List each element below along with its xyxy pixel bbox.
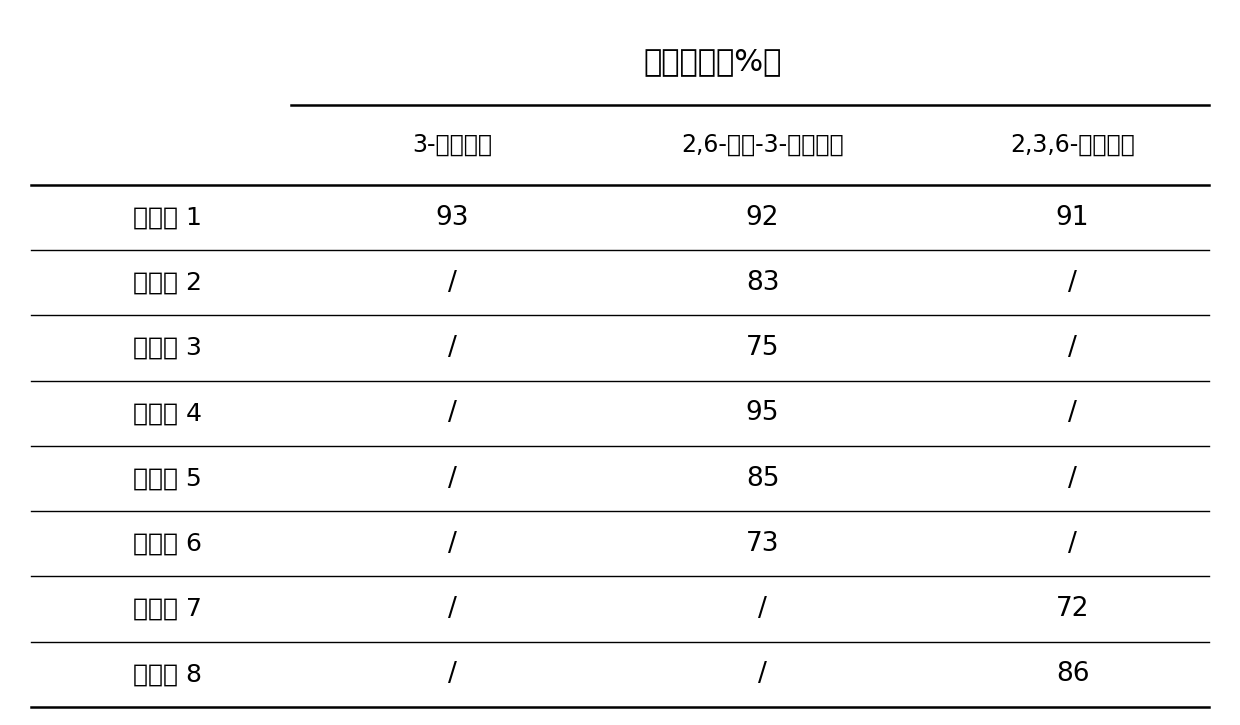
Text: 72: 72 (1055, 596, 1090, 622)
Text: 实施例 8: 实施例 8 (133, 662, 202, 687)
Text: 实施例 1: 实施例 1 (133, 205, 202, 230)
Text: 95: 95 (745, 400, 780, 426)
Text: 3-氨基吡啶: 3-氨基吡啶 (413, 133, 492, 157)
Text: /: / (448, 596, 458, 622)
Text: 实施例 7: 实施例 7 (133, 597, 202, 621)
Text: 86: 86 (1055, 661, 1090, 687)
Text: 93: 93 (435, 204, 470, 231)
Text: /: / (1068, 465, 1078, 492)
Text: 实施例 4: 实施例 4 (133, 401, 202, 426)
Text: /: / (1068, 531, 1078, 557)
Text: 2,3,6-三氯吡啶: 2,3,6-三氯吡啶 (1011, 133, 1135, 157)
Text: /: / (448, 400, 458, 426)
Text: 单品收率（%）: 单品收率（%） (644, 47, 782, 76)
Text: 2,6-二氯-3-氨基吡啶: 2,6-二氯-3-氨基吡啶 (681, 133, 844, 157)
Text: 实施例 3: 实施例 3 (133, 336, 202, 360)
Text: /: / (758, 596, 768, 622)
Text: 73: 73 (745, 531, 780, 557)
Text: 实施例 6: 实施例 6 (133, 531, 202, 556)
Text: /: / (1068, 335, 1078, 361)
Text: /: / (448, 270, 458, 296)
Text: /: / (758, 661, 768, 687)
Text: /: / (1068, 400, 1078, 426)
Text: 83: 83 (745, 270, 780, 296)
Text: 92: 92 (745, 204, 780, 231)
Text: 75: 75 (745, 335, 780, 361)
Text: /: / (448, 531, 458, 557)
Text: /: / (448, 661, 458, 687)
Text: 85: 85 (745, 465, 780, 492)
Text: 91: 91 (1055, 204, 1090, 231)
Text: /: / (448, 465, 458, 492)
Text: 实施例 5: 实施例 5 (133, 466, 202, 491)
Text: 实施例 2: 实施例 2 (133, 270, 202, 295)
Text: /: / (1068, 270, 1078, 296)
Text: /: / (448, 335, 458, 361)
